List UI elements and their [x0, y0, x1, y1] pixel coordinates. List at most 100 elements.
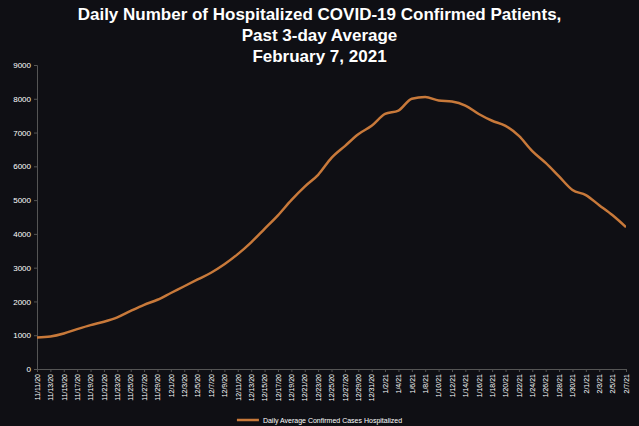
x-tick-mark [198, 369, 199, 372]
x-tick: 11/17/20 [74, 369, 81, 401]
x-tick-label: 12/27/20 [342, 374, 349, 401]
x-tick-mark [532, 369, 533, 372]
x-tick-mark [131, 369, 132, 372]
x-tick-mark [425, 369, 426, 372]
y-tick: 1000 [13, 331, 37, 340]
y-tick: 8000 [13, 95, 37, 104]
x-tick: 11/19/20 [87, 369, 94, 401]
x-tick-mark [372, 369, 373, 372]
x-tick: 12/1/20 [168, 369, 175, 397]
x-tick: 12/15/20 [261, 369, 268, 401]
x-tick-mark [50, 369, 51, 372]
x-tick: 12/25/20 [328, 369, 335, 401]
x-tick-mark [265, 369, 266, 372]
x-tick: 12/27/20 [342, 369, 349, 401]
x-tick-label: 12/9/20 [221, 374, 228, 397]
y-tick-label: 4000 [13, 230, 31, 239]
chart: Daily Number of Hospitalized COVID-19 Co… [0, 0, 639, 426]
plot: 010002000300040005000600070008000900011/… [13, 61, 630, 401]
x-tick-mark [398, 369, 399, 372]
x-tick-label: 1/2/21 [382, 374, 389, 394]
x-tick-label: 12/5/20 [194, 374, 201, 397]
x-tick: 12/5/20 [194, 369, 201, 397]
x-tick: 1/24/21 [529, 369, 536, 397]
y-tick-mark [34, 65, 37, 66]
x-tick-label: 11/15/20 [61, 374, 68, 401]
x-tick-mark [506, 369, 507, 372]
x-tick: 12/21/20 [301, 369, 308, 401]
title: Daily Number of Hospitalized COVID-19 Co… [78, 5, 562, 24]
x-tick: 12/3/20 [181, 369, 188, 397]
x-tick: 12/13/20 [248, 369, 255, 401]
y-tick-label: 1000 [13, 331, 31, 340]
x-tick-mark [211, 369, 212, 372]
x-tick-label: 11/21/20 [101, 374, 108, 401]
x-tick-label: 12/7/20 [208, 374, 215, 397]
x-tick-label: 12/29/20 [355, 374, 362, 401]
y-tick-label: 5000 [13, 196, 31, 205]
x-tick-label: 12/3/20 [181, 374, 188, 397]
x-tick-mark [613, 369, 614, 372]
y-tick: 9000 [13, 61, 37, 70]
y-axis-line [34, 66, 38, 370]
y-tick-label: 7000 [13, 129, 31, 138]
x-tick: 2/5/21 [609, 369, 616, 393]
legend-item: Daily Average Confirmed Cases Hospitaliz… [237, 417, 402, 425]
x-tick-label: 1/4/21 [395, 374, 402, 394]
subtitle: February 7, 2021 [252, 47, 386, 66]
x-tick-label: 1/12/21 [449, 374, 456, 397]
x-tick-mark [465, 369, 466, 372]
x-tick-label: 1/26/21 [542, 374, 549, 397]
x-tick-mark [332, 369, 333, 372]
x-tick-label: 11/19/20 [87, 374, 94, 401]
y-tick-label: 2000 [13, 298, 31, 307]
x-tick: 12/11/20 [235, 369, 242, 401]
x-tick: 1/8/21 [422, 369, 429, 393]
x-axis: 11/11/2011/13/2011/15/2011/17/2011/19/20… [34, 369, 630, 401]
x-tick: 11/29/20 [154, 369, 161, 401]
x-tick: 11/13/20 [47, 369, 54, 401]
x-tick-label: 12/21/20 [301, 374, 308, 401]
x-tick: 12/17/20 [275, 369, 282, 401]
x-tick-mark [439, 369, 440, 372]
x-tick-mark [358, 369, 359, 372]
x-tick: 1/14/21 [462, 369, 469, 397]
x-tick: 1/20/21 [502, 369, 509, 397]
x-tick-label: 2/1/21 [583, 374, 590, 394]
x-tick: 1/26/21 [542, 369, 549, 397]
x-tick-mark [171, 369, 172, 372]
y-tick-mark [34, 369, 37, 370]
x-tick-label: 11/27/20 [141, 374, 148, 401]
x-tick: 12/9/20 [221, 369, 228, 397]
x-tick-label: 12/25/20 [328, 374, 335, 401]
x-tick-label: 1/30/21 [569, 374, 576, 397]
x-tick-label: 12/13/20 [248, 374, 255, 401]
x-tick-label: 1/22/21 [516, 374, 523, 397]
x-tick-label: 12/1/20 [168, 374, 175, 397]
x-tick-mark [144, 369, 145, 372]
x-tick-mark [305, 369, 306, 372]
x-tick-mark [224, 369, 225, 372]
y-tick-mark [34, 200, 37, 201]
x-tick: 12/7/20 [208, 369, 215, 397]
series-line [37, 97, 626, 337]
x-tick: 1/12/21 [449, 369, 456, 397]
x-tick: 1/10/21 [435, 369, 442, 397]
x-tick-label: 1/16/21 [475, 374, 482, 397]
x-tick-label: 11/17/20 [74, 374, 81, 401]
x-tick-label: 12/11/20 [235, 374, 242, 401]
legend: Daily Average Confirmed Cases Hospitaliz… [237, 417, 402, 425]
x-tick-label: 11/25/20 [127, 374, 134, 401]
y-axis: 0100020003000400050006000700080009000 [13, 61, 37, 374]
legend-label: Daily Average Confirmed Cases Hospitaliz… [263, 417, 402, 425]
x-tick-label: 11/23/20 [114, 374, 121, 401]
x-tick-mark [91, 369, 92, 372]
x-tick-mark [412, 369, 413, 372]
x-tick-mark [559, 369, 560, 372]
x-tick-mark [385, 369, 386, 372]
x-tick-mark [572, 369, 573, 372]
y-tick-mark [34, 301, 37, 302]
x-axis-line [38, 370, 627, 373]
y-tick: 3000 [13, 264, 37, 273]
x-tick-mark [37, 369, 38, 372]
